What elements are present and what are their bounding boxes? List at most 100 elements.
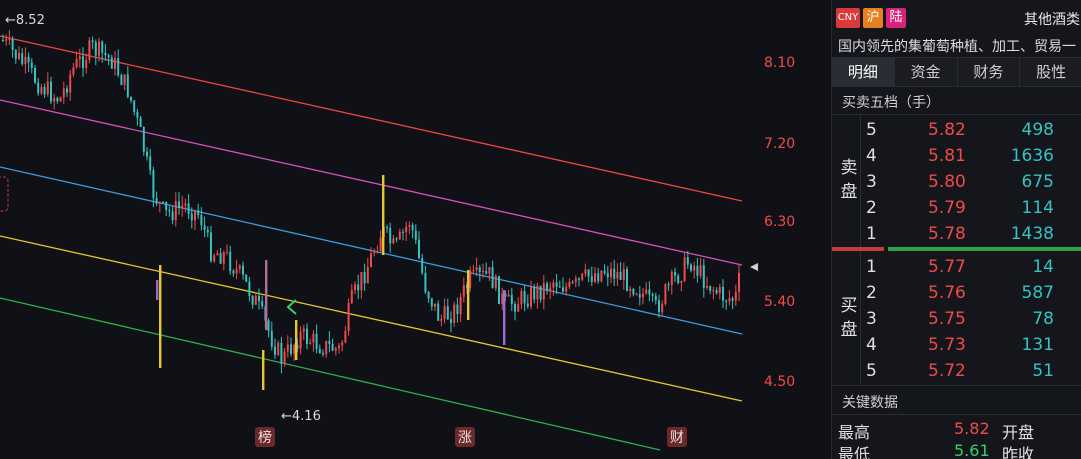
candle xyxy=(2,34,4,43)
candle xyxy=(622,262,625,290)
candle xyxy=(328,331,331,353)
candle xyxy=(219,247,222,264)
bid-price: 5.75 xyxy=(928,309,966,329)
ask-level: 1 xyxy=(866,224,877,244)
candle xyxy=(421,253,424,276)
candle xyxy=(168,206,171,217)
tab-detail[interactable]: 明细 xyxy=(832,58,895,86)
sector-label[interactable]: 其他酒类 xyxy=(1024,12,1080,28)
candle xyxy=(600,270,603,283)
candle xyxy=(283,347,286,367)
candle xyxy=(347,298,350,336)
candle xyxy=(386,224,388,233)
highlight-candle xyxy=(156,280,159,300)
candle xyxy=(696,257,699,283)
y-axis-label: 4.50 xyxy=(764,374,795,390)
candle xyxy=(462,277,465,303)
candle xyxy=(274,338,276,359)
candle xyxy=(392,234,395,245)
candle xyxy=(459,293,462,323)
candle xyxy=(731,296,734,310)
candle xyxy=(475,257,478,277)
candle xyxy=(376,245,379,254)
candle xyxy=(258,288,260,310)
candle xyxy=(69,70,72,101)
candle xyxy=(667,281,670,291)
ask-row[interactable]: 3 5.80 675 xyxy=(832,169,1081,195)
candle xyxy=(325,340,328,358)
ask-volume: 1438 xyxy=(1010,224,1054,244)
candle xyxy=(642,288,644,305)
candle xyxy=(318,344,321,354)
company-description: 国内领先的集葡萄种植、加工、贸易一 xyxy=(838,39,1076,55)
candle xyxy=(98,37,100,62)
candle xyxy=(414,224,417,245)
candle xyxy=(427,291,430,303)
quote-panel: CNY 沪 陆 其他酒类 国内领先的集葡萄种植、加工、贸易一 明细 资金 财务 … xyxy=(831,0,1081,459)
tab-stock-nature[interactable]: 股性 xyxy=(1020,58,1081,86)
candle xyxy=(405,221,408,241)
svg-text:财: 财 xyxy=(670,430,684,446)
candle xyxy=(238,263,241,274)
bid-row[interactable]: 4 5.73 131 xyxy=(832,332,1081,358)
candle xyxy=(677,273,680,285)
candle xyxy=(539,285,542,303)
ask-row[interactable]: 1 5.78 1438 xyxy=(832,221,1081,247)
bid-level: 1 xyxy=(866,257,877,277)
candle xyxy=(293,343,296,361)
candle xyxy=(670,269,673,295)
tab-finance[interactable]: 财务 xyxy=(957,58,1021,86)
bid-row[interactable]: 5 5.72 51 xyxy=(832,358,1081,384)
event-badge[interactable]: 财 xyxy=(667,427,687,447)
tab-funds[interactable]: 资金 xyxy=(894,58,958,86)
candle xyxy=(34,65,36,85)
candle xyxy=(165,201,168,217)
bid-row[interactable]: 2 5.76 587 xyxy=(832,280,1081,306)
candle xyxy=(565,282,568,296)
candle xyxy=(590,266,593,286)
candle xyxy=(5,34,8,46)
shanghai-tag: 沪 xyxy=(863,8,883,28)
ask-row[interactable]: 4 5.81 1636 xyxy=(832,143,1081,169)
y-axis-label: 5.40 xyxy=(764,294,795,310)
candle xyxy=(184,198,187,213)
candle xyxy=(331,338,334,352)
candle xyxy=(530,280,532,310)
ask-row[interactable]: 2 5.79 114 xyxy=(832,195,1081,221)
event-badge[interactable]: 涨 xyxy=(455,427,475,447)
candle xyxy=(434,303,436,312)
cny-tag: CNY xyxy=(836,8,860,28)
candle xyxy=(501,287,504,311)
candle xyxy=(312,330,315,352)
event-badge[interactable]: 榜 xyxy=(255,427,275,447)
ask-price: 5.80 xyxy=(928,172,966,192)
candle xyxy=(78,48,81,68)
candle xyxy=(110,54,113,69)
ask-row[interactable]: 5 5.82 498 xyxy=(832,117,1081,143)
candle xyxy=(728,290,731,306)
candle xyxy=(267,318,270,338)
candle xyxy=(574,275,577,288)
open-label: 开盘 xyxy=(1002,423,1035,442)
low-label: 最低 xyxy=(838,445,871,459)
bid-price: 5.77 xyxy=(928,257,966,277)
candle xyxy=(190,207,193,229)
candle xyxy=(270,321,273,351)
candle xyxy=(216,249,219,256)
bid-row[interactable]: 1 5.77 14 xyxy=(832,254,1081,280)
kline-chart[interactable]: ←8.52 ←4.16 8.10 7.20 6.30 5.40 4.50 榜 涨 财 xyxy=(0,0,830,459)
candle xyxy=(366,257,369,284)
candle xyxy=(702,258,705,298)
bid-row[interactable]: 3 5.75 78 xyxy=(832,306,1081,332)
candle xyxy=(53,93,56,110)
candle xyxy=(699,257,702,279)
low-value: 5.61 xyxy=(954,441,990,459)
candle xyxy=(443,298,446,324)
candle xyxy=(610,262,612,284)
y-axis-label: 8.10 xyxy=(764,55,795,71)
candlestick-plot[interactable]: ←8.52 ←4.16 8.10 7.20 6.30 5.40 4.50 榜 涨 财 xyxy=(0,0,830,459)
candle xyxy=(664,283,667,306)
candle xyxy=(734,284,737,307)
candle xyxy=(302,324,305,340)
candle xyxy=(549,282,552,300)
